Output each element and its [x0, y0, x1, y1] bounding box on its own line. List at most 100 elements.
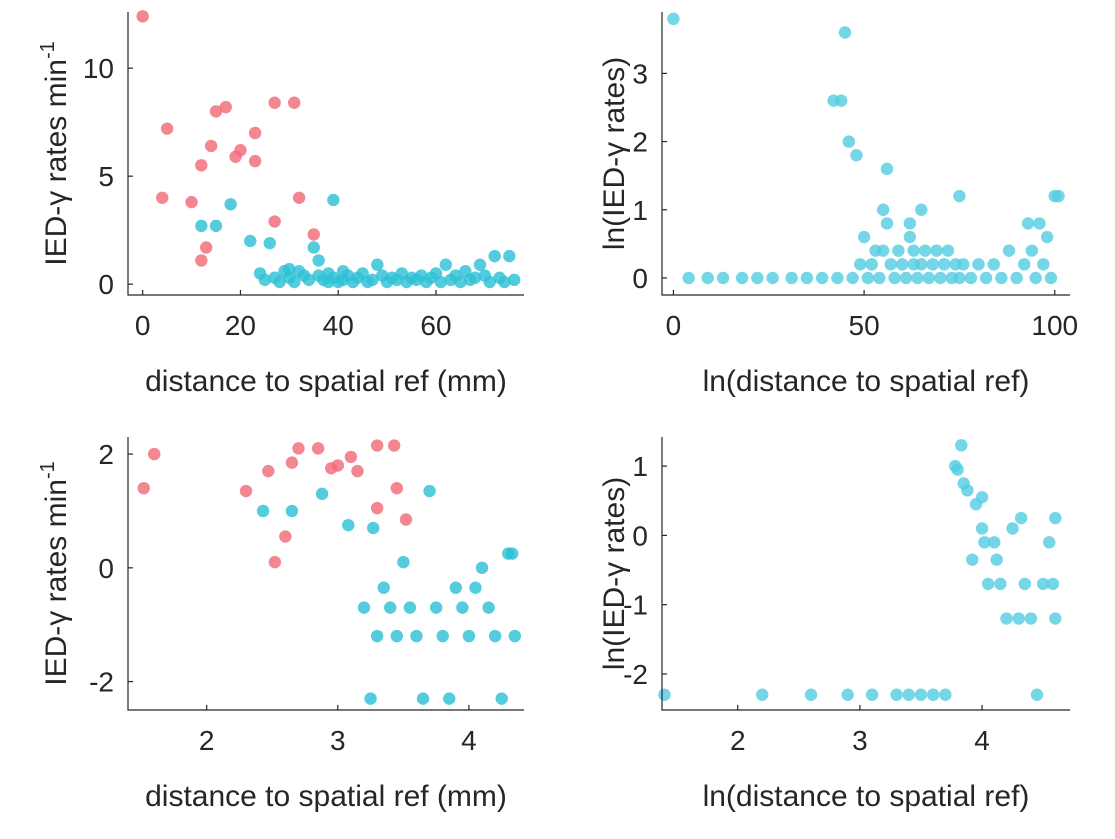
data-point: [941, 244, 955, 257]
data-point: [755, 688, 769, 701]
data-point: [915, 258, 928, 271]
data-point: [268, 96, 281, 109]
axis-lines: [127, 12, 524, 296]
x-tick-label: 2: [199, 725, 215, 756]
x-tick-label: 4: [974, 725, 990, 756]
data-point: [978, 536, 991, 549]
data-point: [195, 219, 208, 233]
x-tick-label: 20: [225, 310, 256, 341]
data-point: [307, 228, 320, 241]
data-point: [1033, 217, 1046, 230]
y-tick-label: 5: [98, 161, 114, 192]
data-point: [288, 96, 301, 109]
data-point: [865, 258, 878, 271]
y-tick-label: 3: [632, 58, 648, 89]
data-point: [892, 244, 905, 257]
data-point: [483, 275, 496, 289]
y-tick-label: -2: [89, 667, 114, 698]
data-point: [148, 447, 161, 461]
data-point: [456, 601, 469, 614]
data-point: [1043, 536, 1056, 549]
x-tick-label: 3: [852, 725, 868, 756]
y-tick-label: 0: [98, 553, 114, 584]
data-point: [331, 459, 345, 472]
data-point: [498, 275, 511, 289]
data-point: [256, 504, 270, 518]
data-point: [914, 688, 928, 701]
data-point: [315, 487, 329, 501]
data-point: [371, 258, 384, 271]
data-point: [508, 629, 522, 643]
data-point: [682, 271, 695, 285]
data-point: [327, 193, 340, 207]
data-point: [972, 258, 985, 271]
y-tick-label: 2: [98, 439, 114, 470]
data-point: [377, 581, 390, 594]
y-tick-label: 0: [98, 269, 114, 300]
data-point: [841, 688, 854, 701]
data-point: [1049, 511, 1062, 525]
y-tick-label: 1: [632, 195, 648, 226]
data-point: [307, 241, 320, 254]
x-tick-label: 3: [330, 725, 346, 756]
data-point: [979, 271, 993, 285]
data-point: [701, 271, 714, 285]
data-point: [351, 464, 364, 478]
data-point: [279, 530, 292, 543]
scatter-series: [256, 484, 522, 705]
axis-lines: [661, 12, 1070, 296]
data-point: [1052, 189, 1065, 203]
data-point: [399, 513, 413, 526]
data-point: [854, 258, 867, 271]
data-point: [429, 601, 443, 614]
data-point: [667, 12, 680, 26]
data-point: [416, 692, 430, 705]
data-point: [488, 629, 502, 643]
data-point: [930, 244, 943, 257]
data-point: [981, 577, 995, 591]
data-point: [1012, 612, 1025, 625]
data-point: [292, 442, 305, 455]
data-point: [390, 629, 404, 643]
data-point: [1030, 688, 1044, 701]
scatter-series: [137, 439, 413, 569]
data-point: [443, 692, 456, 705]
data-point: [884, 258, 897, 271]
data-point: [248, 126, 262, 140]
data-point: [1014, 511, 1028, 525]
data-point: [975, 491, 989, 504]
data-point: [880, 162, 894, 176]
data-point: [766, 271, 779, 285]
chart-panel-top-left: 0 20 40 60 0 5 10 distance to spatial ref (mm) I…: [37, 10, 524, 398]
data-point: [475, 561, 489, 575]
data-point: [473, 258, 487, 271]
data-point: [248, 154, 262, 168]
data-point: [876, 203, 890, 216]
data-point: [955, 439, 968, 452]
data-point: [397, 555, 410, 569]
data-point: [423, 484, 436, 498]
data-point: [263, 236, 276, 250]
data-point: [384, 601, 397, 614]
data-point: [1021, 217, 1035, 230]
x-tick-label: 2: [730, 725, 746, 756]
data-point: [195, 159, 208, 172]
data-point: [800, 271, 814, 285]
data-point: [785, 271, 798, 285]
data-point: [918, 244, 932, 257]
data-point: [861, 271, 875, 285]
data-point: [195, 254, 208, 267]
y-tick-label: 2: [632, 127, 648, 158]
data-point: [939, 688, 952, 701]
axis-lines: [127, 437, 524, 711]
scatter-series: [667, 12, 1065, 285]
data-point: [302, 273, 316, 287]
data-point: [804, 688, 818, 701]
data-point: [994, 577, 1007, 591]
data-point: [876, 244, 890, 257]
data-point: [987, 258, 1000, 271]
data-point: [469, 581, 482, 594]
data-point: [1036, 577, 1050, 591]
y-tick-label: 10: [83, 53, 114, 84]
